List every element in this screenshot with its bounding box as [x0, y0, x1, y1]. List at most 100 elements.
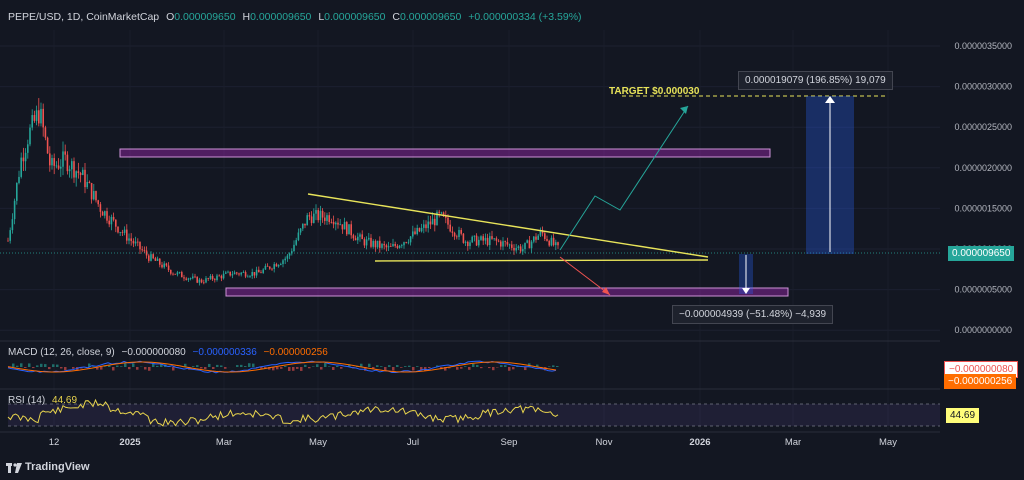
macd-histogram-bar — [204, 367, 207, 370]
candle-body — [49, 153, 51, 166]
candle-body — [170, 269, 172, 274]
macd-hist-value: −0.000000256 — [263, 347, 328, 358]
candle-body — [143, 250, 146, 252]
time-axis: 12 2025 Mar May Jul Sep Nov 2026 Mar May — [49, 437, 898, 448]
macd-histogram-bar — [480, 367, 483, 369]
candle-body — [183, 277, 185, 279]
candle-body — [434, 218, 436, 226]
support-resistance-zones — [119, 148, 789, 297]
footer-brand[interactable]: TradingView — [6, 461, 90, 473]
macd-histogram-bar — [460, 367, 463, 369]
high-label: H — [242, 11, 251, 23]
macd-histogram-bar — [488, 367, 491, 369]
candle-body — [55, 165, 58, 167]
candle-body — [361, 234, 363, 240]
candle-body — [423, 224, 425, 228]
candle-body — [22, 157, 25, 162]
candle-body — [548, 240, 550, 246]
macd-histogram-bar — [304, 364, 307, 367]
macd-histogram-bar — [292, 367, 295, 371]
candle-body — [247, 276, 249, 278]
tradingview-logo-icon — [6, 462, 22, 473]
macd-value: −0.000000080 — [121, 347, 186, 358]
candle-body — [242, 272, 245, 273]
downside-arrow-head — [742, 288, 750, 294]
candle-body — [308, 215, 311, 217]
candle-body — [280, 263, 282, 265]
macd-histogram-bar — [160, 363, 163, 367]
macd-histogram-bar — [272, 367, 275, 371]
chart-drawings — [307, 95, 885, 296]
candle-body — [238, 273, 240, 275]
price-tick-label: 0.0000035000 — [954, 41, 1012, 51]
time-tick-label: 2026 — [689, 437, 710, 448]
candle-body — [119, 232, 121, 233]
candle-body — [544, 233, 546, 239]
high-value: 0.000009650 — [250, 11, 312, 23]
candle-body — [471, 236, 473, 243]
macd-histogram-bar — [512, 367, 515, 370]
candle-body — [363, 239, 366, 246]
candle-body — [128, 238, 130, 241]
candle-body — [258, 269, 260, 273]
candle-body — [293, 244, 295, 252]
candle-body — [330, 221, 333, 223]
macd-histogram-bar — [120, 366, 123, 367]
macd-histogram-bar — [328, 366, 331, 367]
macd-histogram-bar — [548, 366, 551, 367]
candle-body — [299, 228, 302, 233]
macd-histogram-bar — [72, 367, 75, 369]
candle-body — [73, 161, 75, 178]
candle-body — [526, 240, 528, 243]
candle-body — [214, 279, 216, 281]
macd-histogram-bar — [500, 365, 503, 367]
candle-body — [203, 282, 205, 284]
candle-body — [110, 216, 113, 225]
bearish-arrow-head — [602, 287, 610, 295]
current-price-tag: 0.000009650 — [948, 246, 1015, 261]
candle-body — [495, 238, 498, 241]
price-tick-label: 0.0000020000 — [954, 163, 1012, 173]
candle-body — [104, 211, 106, 216]
macd-histogram-bar — [184, 363, 187, 367]
candle-body — [447, 217, 449, 225]
candle-body — [42, 108, 44, 128]
target-label: TARGET $0.000030 — [609, 86, 700, 97]
candle-body — [101, 211, 104, 216]
candle-body — [156, 258, 159, 261]
macd-histogram-bar — [40, 363, 43, 367]
candle-body — [486, 237, 489, 246]
candle-body — [458, 230, 460, 237]
candle-body — [337, 222, 339, 225]
macd-histogram-bar — [380, 366, 383, 367]
candle-body — [460, 230, 462, 234]
candle-body — [288, 253, 291, 256]
macd-title: MACD (12, 26, close, 9) — [8, 347, 115, 358]
candle-body — [123, 229, 126, 233]
candle-body — [473, 235, 476, 237]
candle-body — [165, 263, 168, 266]
candle-body — [27, 144, 29, 153]
candle-body — [145, 250, 148, 256]
candle-body — [398, 245, 401, 248]
candle-body — [249, 276, 251, 277]
candle-body — [482, 236, 484, 241]
candle-body — [440, 212, 443, 214]
candle-body — [403, 242, 405, 246]
candle-body — [302, 223, 304, 229]
candle-body — [211, 275, 214, 280]
low-label: L — [318, 11, 325, 23]
candle-body — [60, 166, 62, 169]
candle-body — [29, 127, 31, 145]
candle-body — [530, 241, 533, 249]
candle-body — [326, 215, 328, 221]
time-tick-label: May — [879, 437, 897, 448]
candle-body — [38, 110, 40, 124]
candle-body — [469, 242, 471, 247]
candle-body — [134, 241, 137, 244]
macd-histogram-bar — [404, 366, 407, 367]
candle-body — [115, 219, 117, 227]
candle-body — [79, 173, 82, 175]
candle-body — [88, 181, 91, 184]
